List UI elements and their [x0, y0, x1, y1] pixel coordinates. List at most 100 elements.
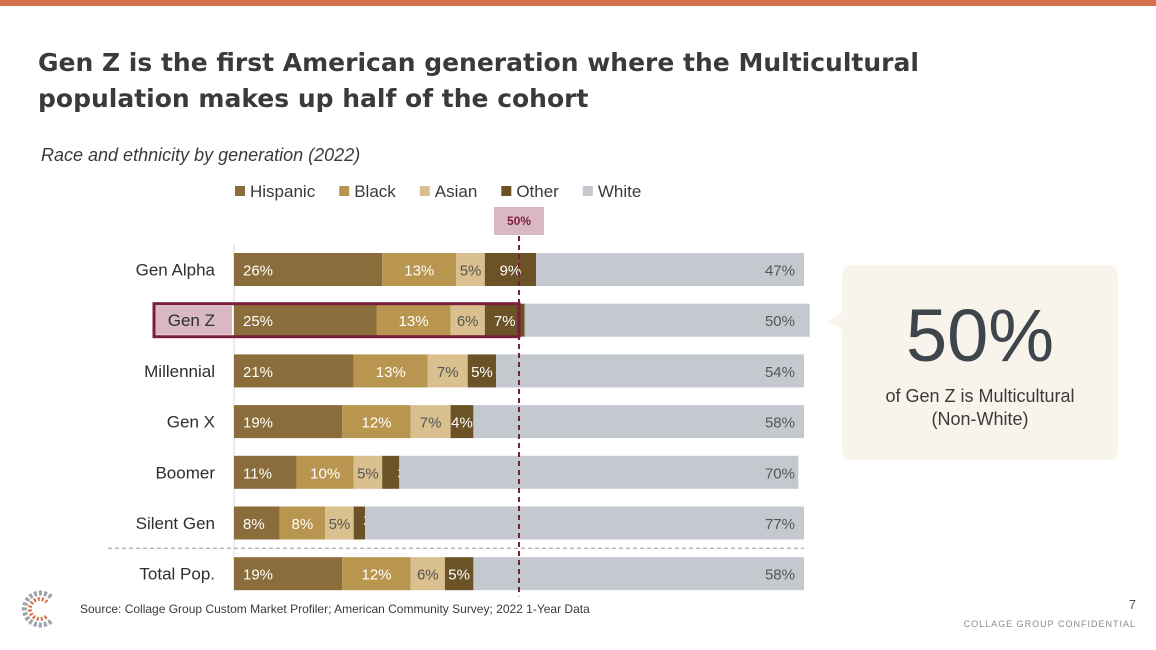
bar-white [524, 303, 810, 337]
category-label-gen-x: Gen X [167, 413, 215, 432]
confidential-label: COLLAGE GROUP CONFIDENTIAL [963, 619, 1136, 629]
data-label-asian: 6% [457, 313, 479, 330]
legend-label-hispanic: Hispanic [250, 182, 316, 201]
data-label-other: 7% [494, 313, 516, 330]
data-label-white: 77% [765, 516, 795, 533]
data-label-black: 13% [399, 313, 429, 330]
title-line-2: population makes up half of the cohort [38, 84, 589, 113]
data-label-white: 70% [765, 465, 795, 482]
data-label-hispanic: 26% [243, 263, 273, 280]
category-label-gen-z: Gen Z [168, 311, 215, 330]
bar-asian [410, 557, 445, 591]
category-label-total-pop-: Total Pop. [139, 565, 215, 584]
bar-asian [456, 253, 485, 286]
data-label-black: 10% [310, 465, 340, 482]
bar-black [342, 557, 411, 591]
bar-hispanic [234, 253, 383, 286]
bar-other [484, 253, 537, 286]
bar-asian [427, 354, 468, 388]
legend-swatch-other [501, 186, 512, 196]
bar-other [450, 405, 474, 439]
legend-swatch-white [582, 186, 593, 196]
legend-swatch-black [339, 186, 350, 196]
bar-asian [450, 303, 485, 337]
bar-hispanic [234, 405, 343, 439]
data-label-asian: 5% [329, 516, 351, 533]
data-label-asian: 5% [460, 263, 482, 280]
callout-line-1: of Gen Z is Multicultural [885, 386, 1075, 406]
top-accent-bar [0, 0, 1156, 6]
bar-hispanic [234, 455, 297, 489]
data-label-other: 5% [471, 364, 493, 381]
legend-swatch-hispanic [235, 186, 245, 196]
bar-white [496, 354, 804, 388]
data-label-hispanic: 11% [243, 465, 272, 482]
legend-label-other: Other [516, 182, 559, 201]
bar-other [353, 506, 366, 540]
data-label-hispanic: 25% [243, 313, 273, 330]
data-label-black: 12% [361, 415, 391, 432]
data-label-white: 58% [765, 415, 795, 432]
data-label-black: 12% [361, 567, 391, 584]
callout-line-2: (Non-White) [931, 409, 1029, 429]
data-label-hispanic: 8% [243, 516, 265, 533]
title-line-1: Gen Z is the first American generation w… [38, 48, 919, 77]
bar-black [342, 405, 411, 439]
data-label-white: 54% [765, 364, 795, 381]
bar-white [473, 405, 804, 439]
bar-white [399, 455, 799, 489]
callout-box: 50% of Gen Z is Multicultural (Non-White… [828, 265, 1118, 460]
reference-label-box [494, 207, 544, 235]
data-label-asian: 5% [357, 465, 379, 482]
page-title: Gen Z is the first American generation w… [38, 45, 938, 117]
data-label-hispanic: 21% [243, 364, 273, 381]
data-label-hispanic: 19% [243, 415, 273, 432]
bar-white [473, 557, 804, 591]
bar-white [365, 506, 804, 540]
data-label-hispanic: 19% [243, 567, 273, 584]
legend-label-black: Black [354, 182, 396, 201]
category-label-gen-alpha: Gen Alpha [136, 261, 216, 280]
bar-asian [325, 506, 354, 540]
legend-label-white: White [598, 182, 641, 201]
bar-black [353, 354, 428, 388]
legend-swatch-asian [419, 186, 430, 196]
legend-label-asian: Asian [435, 182, 478, 201]
bar-hispanic [234, 506, 280, 540]
callout-text: of Gen Z is Multicultural (Non-White) [852, 385, 1108, 431]
bar-black [296, 455, 354, 489]
category-label-millennial: Millennial [144, 362, 215, 381]
callout-value: 50% [905, 294, 1055, 377]
reference-label: 50% [507, 214, 531, 228]
bar-other [467, 354, 497, 388]
chart-title: Race and ethnicity by generation (2022) [41, 145, 361, 165]
data-label-asian: 7% [420, 415, 442, 432]
data-label-black: 13% [404, 263, 434, 280]
data-label-other: 5% [448, 567, 470, 584]
collage-logo-icon [21, 590, 53, 628]
bar-hispanic [234, 557, 343, 591]
bar-asian [410, 405, 451, 439]
bar-black [376, 303, 451, 337]
bar-asian [353, 455, 383, 489]
data-label-asian: 6% [417, 567, 439, 584]
data-label-white: 47% [765, 263, 795, 280]
data-label-black: 13% [376, 364, 406, 381]
data-label-white: 58% [765, 567, 795, 584]
category-label-silent-gen: Silent Gen [136, 514, 215, 533]
data-label-white: 50% [765, 313, 795, 330]
bar-black [382, 253, 457, 286]
bar-black [279, 506, 326, 540]
bar-white [536, 253, 804, 286]
bar-hispanic [234, 303, 377, 337]
highlight-label-fill [154, 305, 232, 335]
data-label-other: 4% [451, 415, 473, 432]
source-note: Source: Collage Group Custom Market Prof… [80, 602, 590, 616]
bar-hispanic [234, 354, 354, 388]
bar-other [382, 455, 400, 489]
data-label-other: 9% [500, 263, 522, 280]
page-number: 7 [1128, 597, 1136, 612]
category-label-boomer: Boomer [155, 463, 215, 482]
data-label-asian: 7% [437, 364, 459, 381]
